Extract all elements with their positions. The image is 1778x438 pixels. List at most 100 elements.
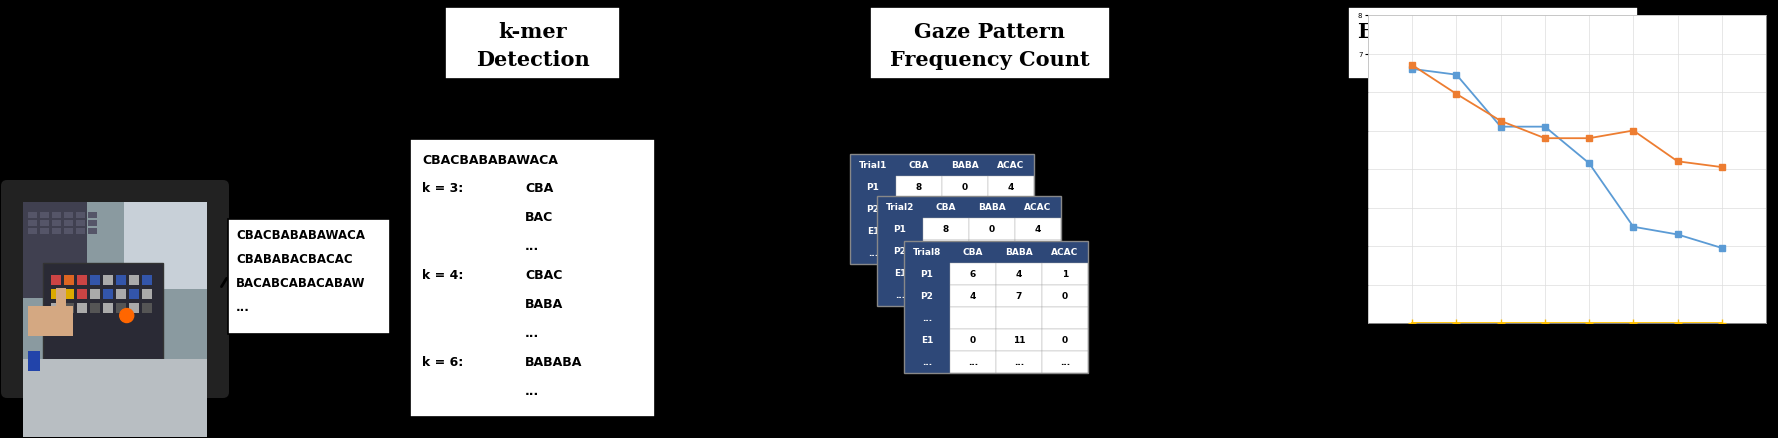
Bar [228,219,389,334]
Bar [23,202,206,376]
Text: BABA: BABA [525,297,564,310]
Bar [444,8,621,80]
Bar [52,289,60,299]
Bar [23,202,87,298]
Bar [949,263,996,285]
FancyBboxPatch shape [2,180,229,398]
Bar [923,262,969,284]
Bar [903,241,1088,373]
Text: CBA: CBA [909,161,930,170]
Bar [1042,263,1088,285]
Bar [116,275,126,285]
Text: CBA: CBA [935,203,957,212]
Bar [877,262,923,284]
Bar [850,177,896,198]
Bar [896,177,942,198]
Bar [942,243,989,265]
Bar [23,359,206,437]
Text: CBA: CBA [525,182,553,194]
FancyBboxPatch shape [7,187,222,392]
Text: 0: 0 [1061,336,1069,345]
Text: ...: ... [923,314,932,323]
Bar [949,241,996,263]
Text: ...: ... [1060,358,1070,367]
Bar [949,351,996,373]
Bar [989,177,1035,198]
Bar [116,289,126,299]
Text: 4: 4 [1015,270,1022,279]
Text: 4: 4 [1008,183,1013,192]
Text: P1: P1 [866,183,880,192]
Bar [142,289,151,299]
Bar [28,212,37,219]
Bar [1015,284,1061,306]
Bar [411,140,654,417]
Text: ...: ... [868,249,878,258]
Bar [989,220,1035,243]
Bar [996,263,1042,285]
Bar [989,243,1035,265]
Bar [942,177,989,198]
Bar [87,220,98,226]
Bar [1042,329,1088,351]
Bar [923,284,969,306]
Bar [76,220,85,226]
Text: Analysis: Analysis [1446,50,1542,70]
Text: BABA: BABA [1005,248,1033,257]
Text: Detection: Detection [477,50,589,70]
Bar [124,202,206,290]
Bar [64,303,75,313]
Text: P2: P2 [921,292,933,301]
Bar [942,220,989,243]
Bar [52,212,60,219]
Bar [76,303,87,313]
Bar [103,303,114,313]
Bar [52,303,60,313]
Bar [1015,219,1061,240]
Bar [1042,307,1088,329]
Text: 0: 0 [989,225,996,234]
Text: CBA: CBA [962,248,983,257]
Bar [969,262,1015,284]
Bar [850,155,1035,265]
Bar [903,351,949,373]
Bar [28,220,37,226]
Text: 4: 4 [1035,225,1042,234]
Bar [942,198,989,220]
Text: Trial2: Trial2 [885,203,914,212]
Text: 0: 0 [962,183,967,192]
Bar [116,303,126,313]
Bar [949,285,996,307]
Bar [52,220,60,226]
Bar [142,303,151,313]
Text: k = 6:: k = 6: [421,355,464,368]
Bar [130,289,139,299]
Bar [877,197,923,219]
Text: P2: P2 [894,247,907,256]
Text: 4: 4 [969,292,976,301]
Text: CBACBABABAWACA: CBACBABABAWACA [236,229,364,242]
Bar [942,155,989,177]
FancyBboxPatch shape [5,184,226,394]
FancyBboxPatch shape [4,183,228,396]
Bar [76,275,87,285]
Text: ...: ... [923,358,932,367]
Bar [896,155,942,177]
Text: k = 3:: k = 3: [421,182,464,194]
Bar [130,303,139,313]
Bar [91,275,100,285]
Bar [923,240,969,262]
Bar [91,289,100,299]
Circle shape [119,309,133,323]
Text: CBACBABABAWACA: CBACBABABAWACA [421,154,558,166]
Bar [903,329,949,351]
Bar [64,275,75,285]
Text: 0: 0 [971,336,976,345]
Text: Gaze Pattern: Gaze Pattern [914,22,1065,42]
Text: BAC: BAC [525,211,553,223]
Text: P1: P1 [921,270,933,279]
Text: ...: ... [894,291,905,300]
Bar [1015,262,1061,284]
Bar [1348,8,1638,80]
Text: k-mer: k-mer [498,22,567,42]
